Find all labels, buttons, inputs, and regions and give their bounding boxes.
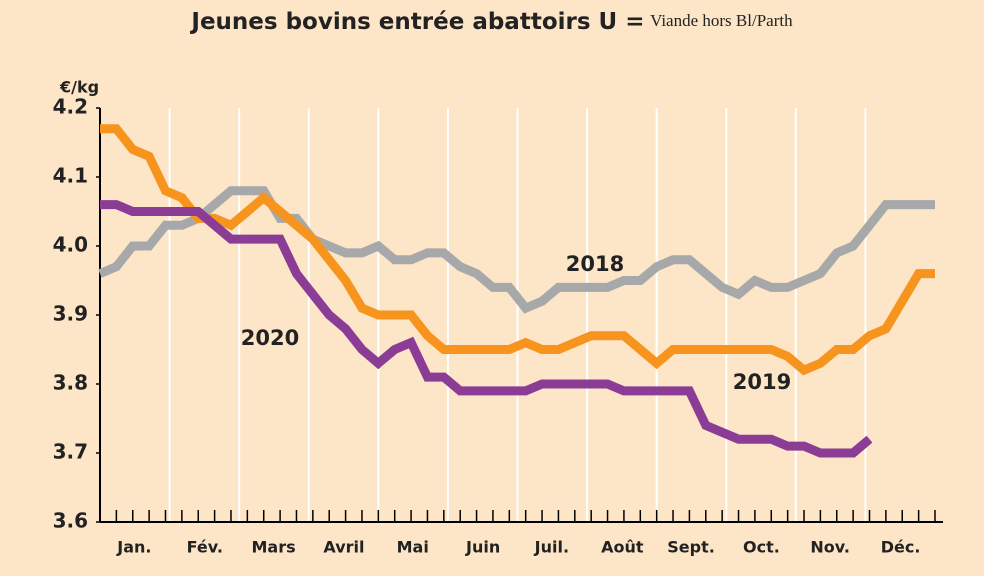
- chart-subtitle: Viande hors Bl/Parth: [650, 11, 793, 30]
- series-label: 2019: [733, 370, 791, 394]
- y-tick-label: 3.9: [53, 302, 88, 326]
- x-tick-label: Juin: [465, 538, 500, 557]
- chart-title: Jeunes bovins entrée abattoirs U =: [189, 9, 644, 35]
- title: Jeunes bovins entrée abattoirs U = Viand…: [189, 9, 793, 35]
- x-tick-label: Oct.: [743, 538, 780, 557]
- series-label: 2020: [241, 326, 299, 350]
- x-tick-label: Jan.: [116, 538, 151, 557]
- series-line: [98, 186, 935, 314]
- series-line: [100, 200, 873, 458]
- y-tick-label: 3.6: [53, 509, 88, 533]
- y-axis-label: €/kg: [59, 78, 99, 97]
- x-tick-label: Fév.: [187, 538, 223, 557]
- x-tick-label: Juil.: [534, 538, 569, 557]
- y-tick-label: 4.1: [53, 164, 88, 188]
- x-tick-label: Sept.: [667, 538, 715, 557]
- x-tick-label: Avril: [323, 538, 364, 557]
- series-line: [100, 124, 935, 376]
- y-tick-label: 3.8: [53, 371, 88, 395]
- x-tick-label: Mai: [397, 538, 429, 557]
- x-tick-label: Mars: [251, 538, 295, 557]
- y-tick-label: 3.7: [53, 440, 88, 464]
- y-tick-label: 4.2: [53, 95, 88, 119]
- x-tick-label: Nov.: [810, 538, 850, 557]
- series-label: 2018: [566, 252, 624, 276]
- y-tick-label: 4.0: [53, 233, 88, 257]
- x-tick-label: Déc.: [881, 538, 921, 557]
- x-tick-label: Août: [601, 538, 644, 557]
